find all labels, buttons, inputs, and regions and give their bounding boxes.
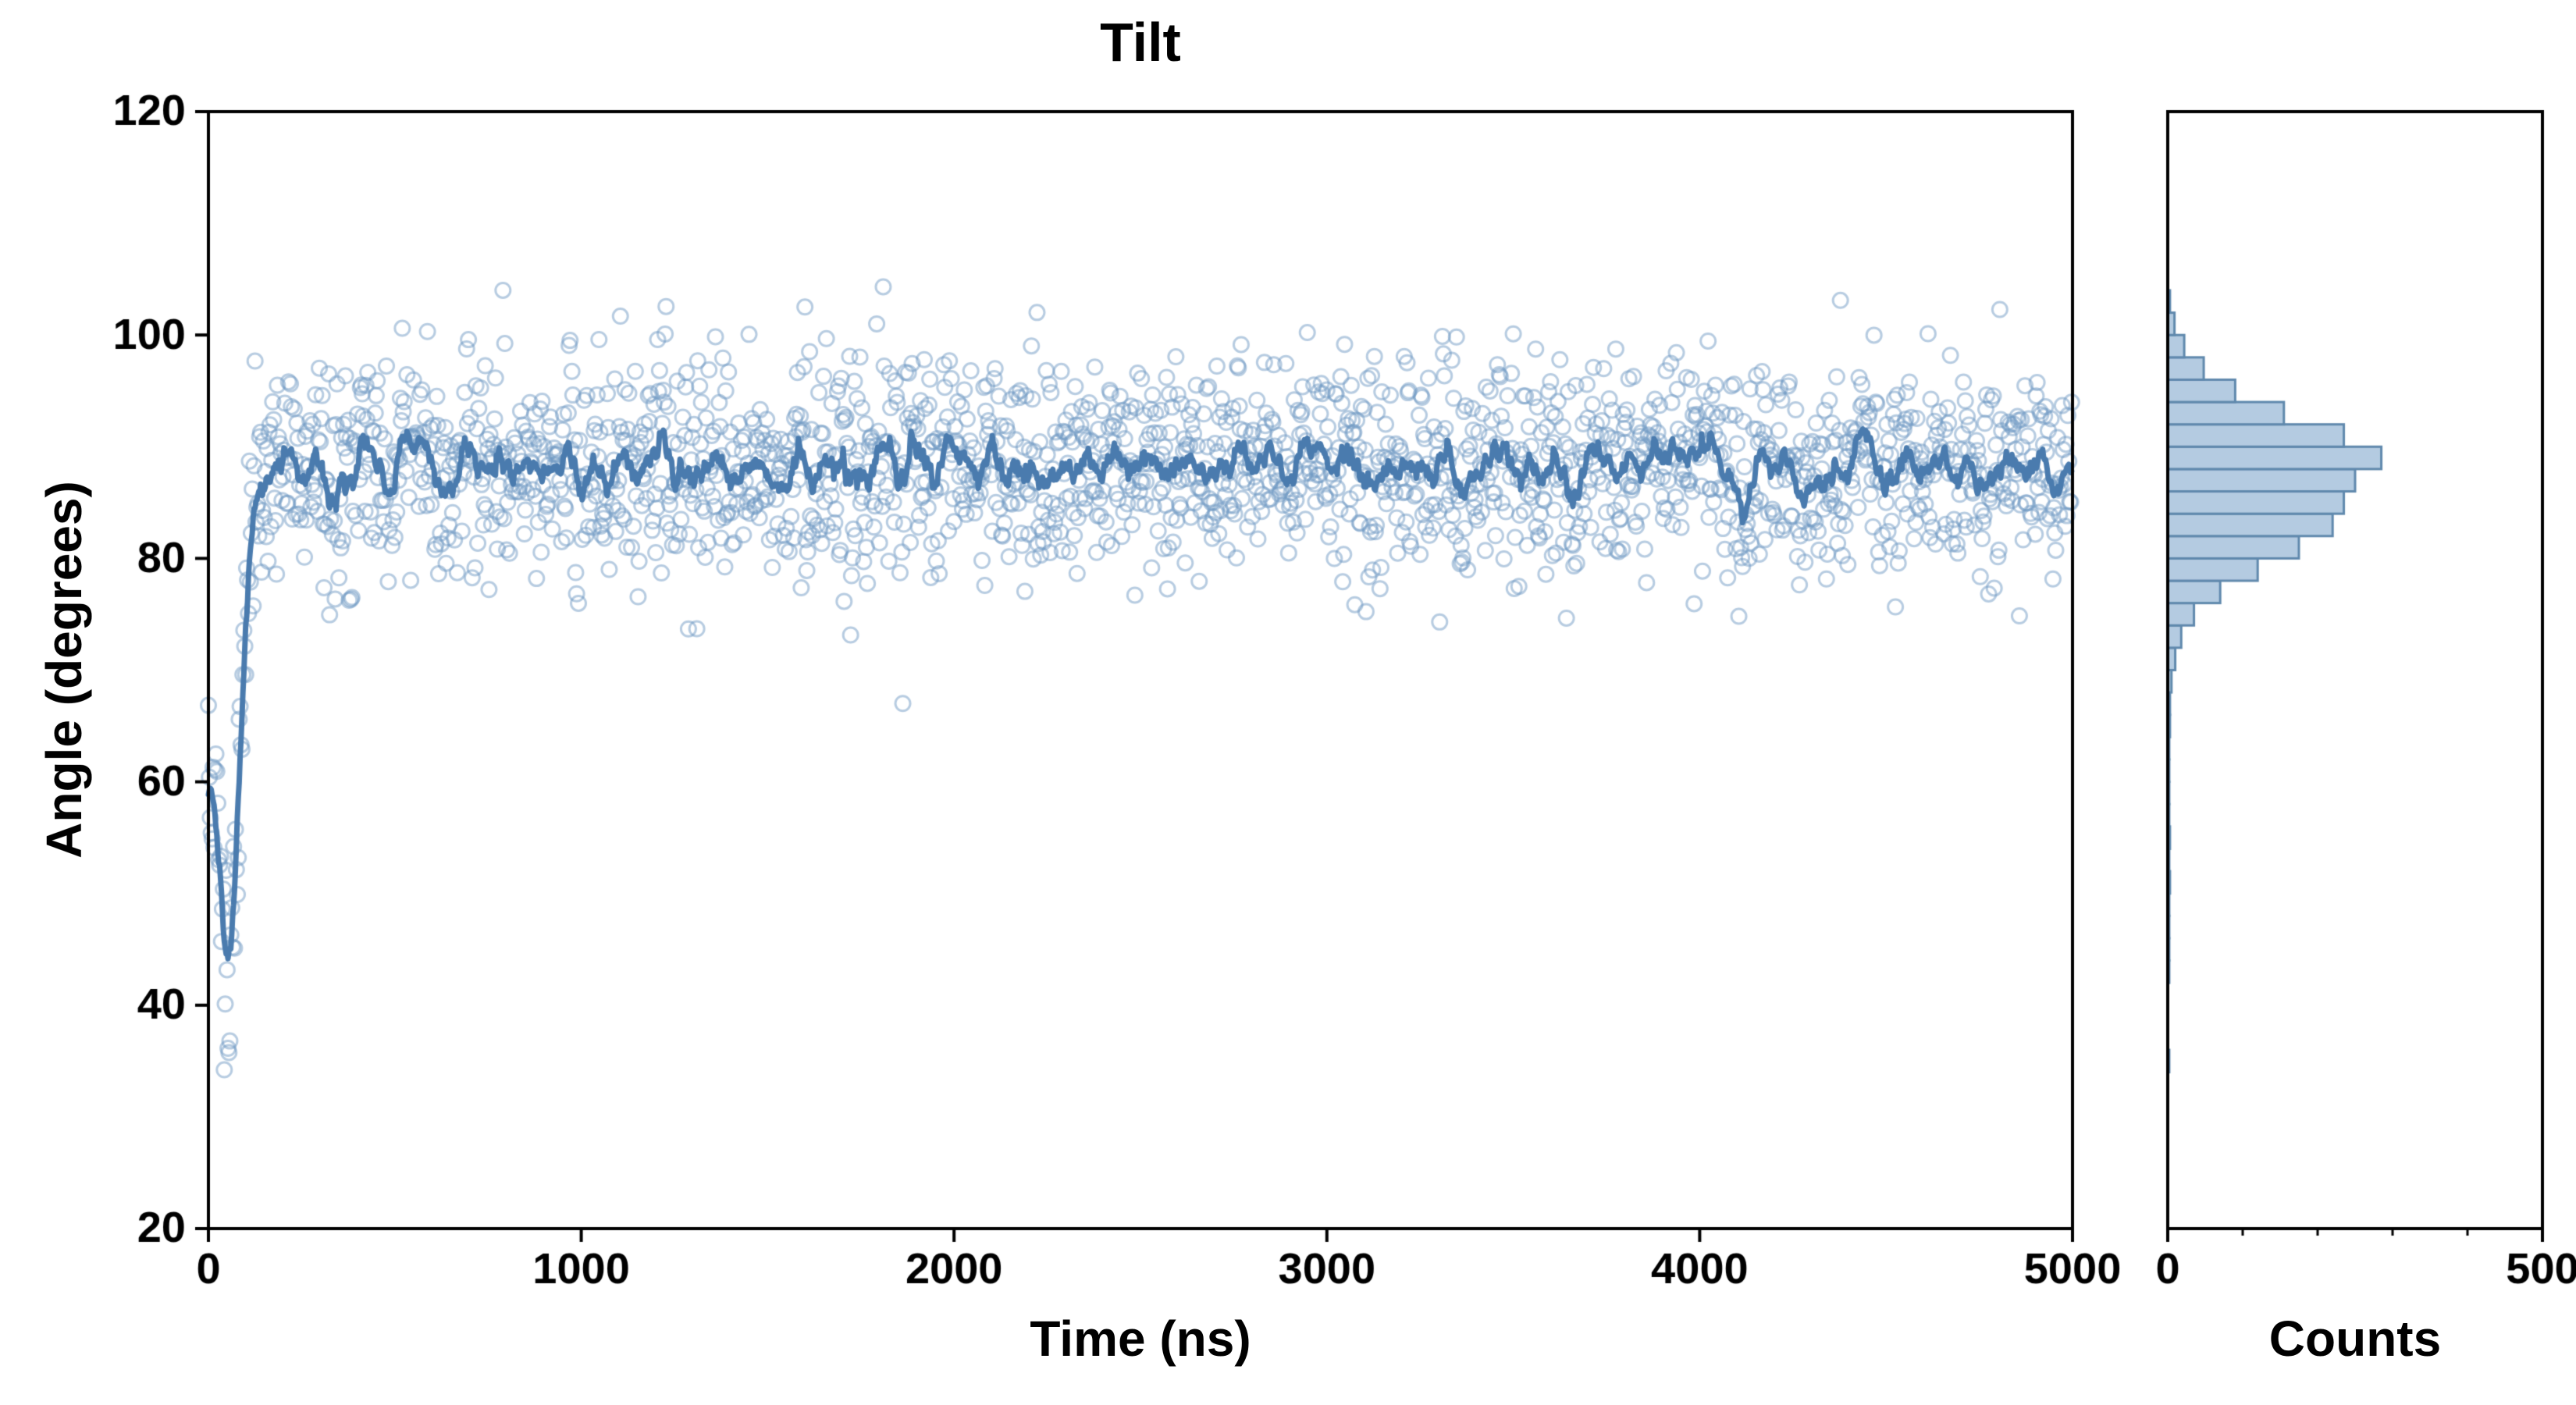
y-axis-label: Angle (degrees) — [36, 481, 92, 859]
counts-axis-label: Counts — [2268, 1311, 2442, 1367]
chart-title: Tilt — [1100, 12, 1181, 73]
x-axis-label: Time (ns) — [1030, 1311, 1251, 1367]
